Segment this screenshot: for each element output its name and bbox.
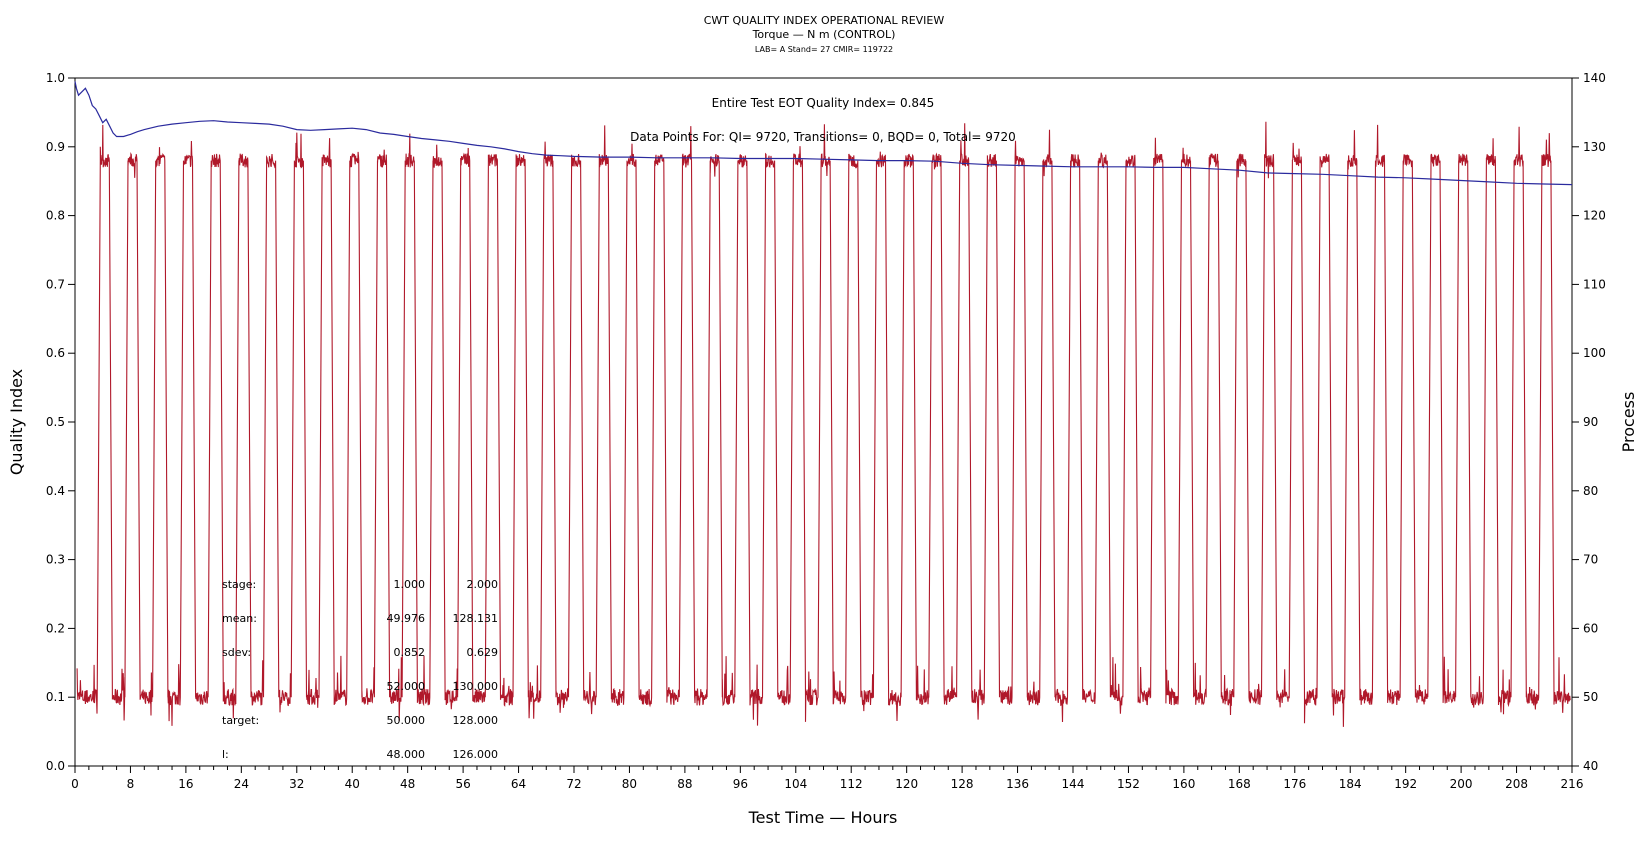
- x-tick-label: 32: [289, 777, 304, 791]
- stats-value-1: 1.000: [394, 578, 426, 591]
- y-tick-label: 1.0: [46, 71, 65, 85]
- y2-tick-label: 60: [1583, 621, 1598, 635]
- chart-subtitle: Torque — N m (CONTROL): [752, 28, 896, 41]
- plot-ticks: 0 8 16 24 32 40 48 56 64 72 80 88 96 104 112 120 128 136 1…: [46, 71, 1606, 791]
- y-tick-label: 0.5: [46, 415, 65, 429]
- x-tick-label: 168: [1228, 777, 1251, 791]
- stats-value-1: 52.000: [387, 680, 426, 693]
- y2-tick-label: 140: [1583, 71, 1606, 85]
- x-tick-label: 160: [1172, 777, 1195, 791]
- stats-value-2: 126.000: [453, 748, 499, 761]
- process-series-line: [76, 121, 1571, 727]
- stats-value-2: 128.000: [453, 714, 499, 727]
- y2-tick-label: 110: [1583, 277, 1606, 291]
- stats-label: mean:: [222, 612, 257, 625]
- y2-tick-label: 70: [1583, 553, 1598, 567]
- y2-axis-label: Process: [1619, 392, 1638, 453]
- y2-tick-label: 40: [1583, 759, 1598, 773]
- series-layer: [74, 81, 1573, 727]
- x-tick-label: 144: [1062, 777, 1085, 791]
- eot-annotation: Entire Test EOT Quality Index= 0.845: [712, 96, 935, 110]
- x-tick-label: 152: [1117, 777, 1140, 791]
- x-axis-label: Test Time — Hours: [748, 808, 898, 827]
- y-tick-label: 0.3: [46, 553, 65, 567]
- y-axis-label: Quality Index: [7, 369, 26, 475]
- x-tick-label: 200: [1450, 777, 1473, 791]
- x-tick-label: 16: [178, 777, 193, 791]
- chart-title: CWT QUALITY INDEX OPERATIONAL REVIEW: [704, 14, 945, 27]
- y-tick-label: 0.0: [46, 759, 65, 773]
- x-tick-label: 208: [1505, 777, 1528, 791]
- x-tick-label: 96: [733, 777, 748, 791]
- y2-tick-label: 90: [1583, 415, 1598, 429]
- stats-label: l:: [222, 748, 229, 761]
- x-tick-label: 104: [784, 777, 807, 791]
- y2-tick-label: 50: [1583, 690, 1598, 704]
- stats-value-2: 0.629: [467, 646, 499, 659]
- stats-value-2: 2.000: [467, 578, 499, 591]
- stats-label: target:: [222, 714, 259, 727]
- x-tick-label: 216: [1561, 777, 1584, 791]
- quality-index-series-line: [74, 81, 1573, 186]
- x-tick-label: 80: [622, 777, 637, 791]
- stats-table: stage: 1.000 2.000 mean: 49.976 128.131 sdev: 0…: [222, 578, 498, 761]
- x-tick-label: 64: [511, 777, 526, 791]
- points-annotation: Data Points For: QI= 9720, Transitions= …: [630, 130, 1016, 144]
- stats-value-1: 50.000: [387, 714, 426, 727]
- stats-label: stage:: [222, 578, 256, 591]
- y-tick-label: 0.9: [46, 140, 65, 154]
- stats-value-1: 49.976: [387, 612, 426, 625]
- y-tick-label: 0.2: [46, 621, 65, 635]
- y-tick-label: 0.7: [46, 277, 65, 291]
- y-tick-label: 0.8: [46, 209, 65, 223]
- stats-value-2: 130.000: [453, 680, 499, 693]
- x-tick-label: 136: [1006, 777, 1029, 791]
- y2-tick-label: 130: [1583, 140, 1606, 154]
- y-tick-label: 0.4: [46, 484, 65, 498]
- x-tick-label: 88: [677, 777, 692, 791]
- y-tick-label: 0.1: [46, 690, 65, 704]
- stats-value-1: 0.852: [394, 646, 426, 659]
- x-tick-label: 112: [840, 777, 863, 791]
- x-tick-label: 128: [951, 777, 974, 791]
- y2-tick-label: 80: [1583, 484, 1598, 498]
- x-tick-label: 120: [895, 777, 918, 791]
- stats-value-1: 48.000: [387, 748, 426, 761]
- x-tick-label: 0: [71, 777, 79, 791]
- x-tick-label: 184: [1339, 777, 1362, 791]
- y2-tick-label: 100: [1583, 346, 1606, 360]
- stats-label: sdev:: [222, 646, 251, 659]
- x-tick-label: 192: [1394, 777, 1417, 791]
- x-tick-label: 40: [345, 777, 360, 791]
- chart-subtitle-2: LAB= A Stand= 27 CMIR= 119722: [755, 45, 893, 54]
- x-tick-label: 72: [566, 777, 581, 791]
- stats-value-2: 128.131: [453, 612, 499, 625]
- x-tick-label: 8: [127, 777, 135, 791]
- x-tick-label: 56: [455, 777, 470, 791]
- x-tick-label: 24: [234, 777, 249, 791]
- y2-tick-label: 120: [1583, 209, 1606, 223]
- y-tick-label: 0.6: [46, 346, 65, 360]
- x-tick-label: 48: [400, 777, 415, 791]
- x-tick-label: 176: [1283, 777, 1306, 791]
